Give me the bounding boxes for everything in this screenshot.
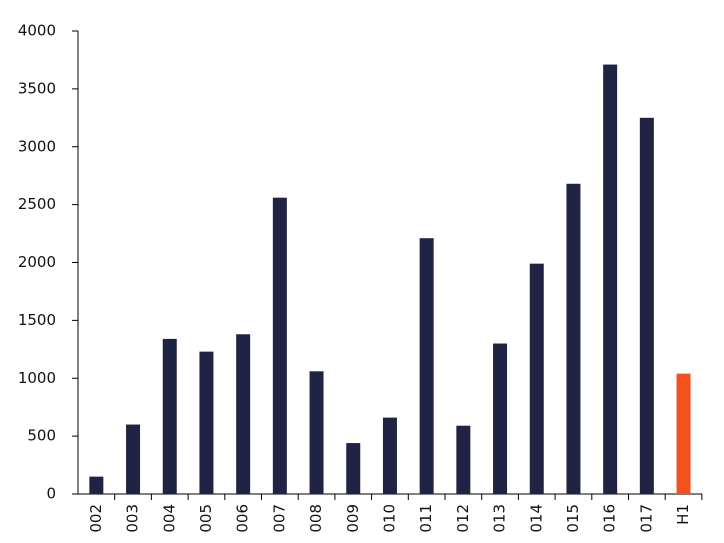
bar bbox=[272, 197, 287, 494]
x-tick-label: 017 bbox=[637, 504, 655, 533]
bar bbox=[199, 351, 214, 494]
bar bbox=[419, 238, 434, 494]
bar bbox=[566, 183, 581, 495]
x-tick-label: 002 bbox=[87, 504, 105, 533]
x-tick-label: 004 bbox=[160, 504, 178, 533]
bar bbox=[603, 64, 618, 494]
bar bbox=[89, 476, 104, 494]
y-tick-label: 3000 bbox=[18, 137, 56, 155]
x-tick-label: 016 bbox=[601, 504, 619, 533]
y-tick-label: 1500 bbox=[18, 311, 56, 329]
bar bbox=[236, 334, 251, 494]
bar bbox=[676, 373, 691, 494]
bar bbox=[456, 425, 471, 494]
x-tick-label: 006 bbox=[234, 504, 252, 533]
x-tick-label: 014 bbox=[527, 504, 545, 533]
x-tick-label: 012 bbox=[454, 504, 472, 533]
y-tick-label: 3500 bbox=[18, 79, 56, 97]
x-tick-label: 003 bbox=[124, 504, 142, 533]
x-tick-label: 015 bbox=[564, 504, 582, 533]
bar bbox=[126, 424, 141, 494]
x-tick-label: 007 bbox=[270, 504, 288, 533]
y-tick-label: 4000 bbox=[18, 22, 56, 40]
x-tick-label: H1 bbox=[674, 504, 692, 525]
x-tick-label: 009 bbox=[344, 504, 362, 533]
bar bbox=[382, 417, 397, 494]
bar bbox=[162, 338, 177, 494]
bar bbox=[493, 343, 508, 494]
y-tick-label: 2500 bbox=[18, 195, 56, 213]
bar bbox=[309, 371, 324, 494]
x-tick-label: 011 bbox=[417, 504, 435, 533]
x-tick-label: 013 bbox=[491, 504, 509, 533]
y-tick-label: 2000 bbox=[18, 253, 56, 271]
bar bbox=[639, 117, 654, 494]
bar bbox=[529, 263, 544, 494]
bar bbox=[346, 443, 361, 494]
y-tick-label: 500 bbox=[27, 427, 56, 445]
x-tick-label: 010 bbox=[380, 504, 398, 533]
x-tick-label: 008 bbox=[307, 504, 325, 533]
x-tick-label: 005 bbox=[197, 504, 215, 533]
y-tick-label: 0 bbox=[46, 485, 56, 503]
y-tick-label: 1000 bbox=[18, 369, 56, 387]
